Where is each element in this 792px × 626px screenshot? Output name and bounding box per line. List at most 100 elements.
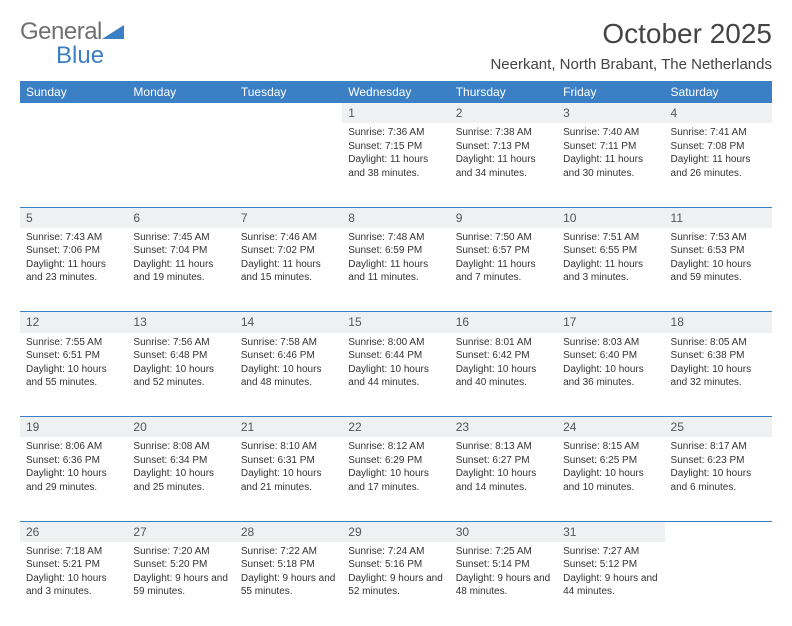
day-number-cell: 16	[450, 312, 557, 333]
sunrise-text: Sunrise: 7:25 AM	[456, 545, 551, 559]
sunrise-text: Sunrise: 8:17 AM	[671, 440, 766, 454]
page-title: October 2025	[490, 18, 772, 50]
day-number-cell: 5	[20, 207, 127, 228]
day-detail-cell: Sunrise: 7:41 AMSunset: 7:08 PMDaylight:…	[665, 123, 772, 207]
sunset-text: Sunset: 6:38 PM	[671, 349, 766, 363]
logo-triangle-icon	[102, 18, 124, 46]
daylight-text: Daylight: 10 hours and 55 minutes.	[26, 363, 121, 390]
sunset-text: Sunset: 6:44 PM	[348, 349, 443, 363]
day-number-row: 1234	[20, 103, 772, 123]
day-number-cell: 24	[557, 417, 664, 438]
logo-text-blue: Blue	[56, 42, 104, 70]
daylight-text: Daylight: 9 hours and 44 minutes.	[563, 572, 658, 599]
day-number-cell: 1	[342, 103, 449, 123]
sunrise-text: Sunrise: 7:55 AM	[26, 336, 121, 350]
sunset-text: Sunset: 6:40 PM	[563, 349, 658, 363]
day-number-cell: 20	[127, 417, 234, 438]
day-detail-cell: Sunrise: 7:18 AMSunset: 5:21 PMDaylight:…	[20, 542, 127, 626]
sunset-text: Sunset: 7:11 PM	[563, 140, 658, 154]
day-number-cell: 18	[665, 312, 772, 333]
daylight-text: Daylight: 10 hours and 36 minutes.	[563, 363, 658, 390]
daylight-text: Daylight: 10 hours and 52 minutes.	[133, 363, 228, 390]
sunset-text: Sunset: 7:13 PM	[456, 140, 551, 154]
day-number-cell: 11	[665, 207, 772, 228]
day-number-cell: 25	[665, 417, 772, 438]
day-detail-cell: Sunrise: 8:08 AMSunset: 6:34 PMDaylight:…	[127, 437, 234, 521]
day-number-cell: 30	[450, 521, 557, 542]
day-detail-cell: Sunrise: 7:56 AMSunset: 6:48 PMDaylight:…	[127, 333, 234, 417]
sunset-text: Sunset: 7:08 PM	[671, 140, 766, 154]
sunset-text: Sunset: 5:18 PM	[241, 558, 336, 572]
daylight-text: Daylight: 10 hours and 59 minutes.	[671, 258, 766, 285]
calendar-table: Sunday Monday Tuesday Wednesday Thursday…	[20, 81, 772, 626]
day-number-row: 262728293031	[20, 521, 772, 542]
day-detail-row: Sunrise: 7:18 AMSunset: 5:21 PMDaylight:…	[20, 542, 772, 626]
day-header: Saturday	[665, 81, 772, 103]
day-number-cell	[235, 103, 342, 123]
daylight-text: Daylight: 10 hours and 6 minutes.	[671, 467, 766, 494]
day-header: Tuesday	[235, 81, 342, 103]
daylight-text: Daylight: 10 hours and 25 minutes.	[133, 467, 228, 494]
sunrise-text: Sunrise: 7:58 AM	[241, 336, 336, 350]
sunrise-text: Sunrise: 7:50 AM	[456, 231, 551, 245]
daylight-text: Daylight: 9 hours and 52 minutes.	[348, 572, 443, 599]
sunrise-text: Sunrise: 7:53 AM	[671, 231, 766, 245]
day-detail-cell	[20, 123, 127, 207]
day-header: Friday	[557, 81, 664, 103]
daylight-text: Daylight: 11 hours and 38 minutes.	[348, 153, 443, 180]
day-number-cell: 10	[557, 207, 664, 228]
sunrise-text: Sunrise: 7:51 AM	[563, 231, 658, 245]
daylight-text: Daylight: 10 hours and 3 minutes.	[26, 572, 121, 599]
sunrise-text: Sunrise: 7:20 AM	[133, 545, 228, 559]
sunrise-text: Sunrise: 7:46 AM	[241, 231, 336, 245]
sunrise-text: Sunrise: 8:13 AM	[456, 440, 551, 454]
day-detail-row: Sunrise: 7:55 AMSunset: 6:51 PMDaylight:…	[20, 333, 772, 417]
day-detail-cell: Sunrise: 8:15 AMSunset: 6:25 PMDaylight:…	[557, 437, 664, 521]
sunset-text: Sunset: 5:16 PM	[348, 558, 443, 572]
day-detail-cell: Sunrise: 7:27 AMSunset: 5:12 PMDaylight:…	[557, 542, 664, 626]
day-detail-cell: Sunrise: 8:00 AMSunset: 6:44 PMDaylight:…	[342, 333, 449, 417]
day-header-row: Sunday Monday Tuesday Wednesday Thursday…	[20, 81, 772, 103]
daylight-text: Daylight: 11 hours and 11 minutes.	[348, 258, 443, 285]
daylight-text: Daylight: 10 hours and 10 minutes.	[563, 467, 658, 494]
sunrise-text: Sunrise: 7:43 AM	[26, 231, 121, 245]
location-text: Neerkant, North Brabant, The Netherlands	[490, 56, 772, 73]
daylight-text: Daylight: 10 hours and 17 minutes.	[348, 467, 443, 494]
day-number-cell: 23	[450, 417, 557, 438]
day-detail-cell: Sunrise: 8:05 AMSunset: 6:38 PMDaylight:…	[665, 333, 772, 417]
sunset-text: Sunset: 7:02 PM	[241, 244, 336, 258]
day-header: Wednesday	[342, 81, 449, 103]
day-detail-cell: Sunrise: 7:38 AMSunset: 7:13 PMDaylight:…	[450, 123, 557, 207]
sunrise-text: Sunrise: 8:12 AM	[348, 440, 443, 454]
daylight-text: Daylight: 11 hours and 3 minutes.	[563, 258, 658, 285]
day-number-cell: 19	[20, 417, 127, 438]
day-number-cell: 9	[450, 207, 557, 228]
daylight-text: Daylight: 11 hours and 30 minutes.	[563, 153, 658, 180]
sunrise-text: Sunrise: 7:27 AM	[563, 545, 658, 559]
day-detail-cell: Sunrise: 8:17 AMSunset: 6:23 PMDaylight:…	[665, 437, 772, 521]
daylight-text: Daylight: 10 hours and 44 minutes.	[348, 363, 443, 390]
day-number-cell	[665, 521, 772, 542]
day-detail-cell: Sunrise: 7:43 AMSunset: 7:06 PMDaylight:…	[20, 228, 127, 312]
sunrise-text: Sunrise: 7:24 AM	[348, 545, 443, 559]
sunrise-text: Sunrise: 7:48 AM	[348, 231, 443, 245]
sunrise-text: Sunrise: 7:36 AM	[348, 126, 443, 140]
daylight-text: Daylight: 10 hours and 40 minutes.	[456, 363, 551, 390]
sunrise-text: Sunrise: 8:00 AM	[348, 336, 443, 350]
sunset-text: Sunset: 6:42 PM	[456, 349, 551, 363]
day-detail-cell: Sunrise: 7:24 AMSunset: 5:16 PMDaylight:…	[342, 542, 449, 626]
day-header: Monday	[127, 81, 234, 103]
sunset-text: Sunset: 6:57 PM	[456, 244, 551, 258]
day-number-cell: 31	[557, 521, 664, 542]
day-number-cell	[127, 103, 234, 123]
sunrise-text: Sunrise: 8:10 AM	[241, 440, 336, 454]
daylight-text: Daylight: 10 hours and 32 minutes.	[671, 363, 766, 390]
sunset-text: Sunset: 6:51 PM	[26, 349, 121, 363]
day-number-cell: 7	[235, 207, 342, 228]
day-number-cell: 29	[342, 521, 449, 542]
sunrise-text: Sunrise: 7:18 AM	[26, 545, 121, 559]
daylight-text: Daylight: 11 hours and 7 minutes.	[456, 258, 551, 285]
day-number-cell: 14	[235, 312, 342, 333]
day-detail-cell: Sunrise: 7:58 AMSunset: 6:46 PMDaylight:…	[235, 333, 342, 417]
sunrise-text: Sunrise: 7:22 AM	[241, 545, 336, 559]
